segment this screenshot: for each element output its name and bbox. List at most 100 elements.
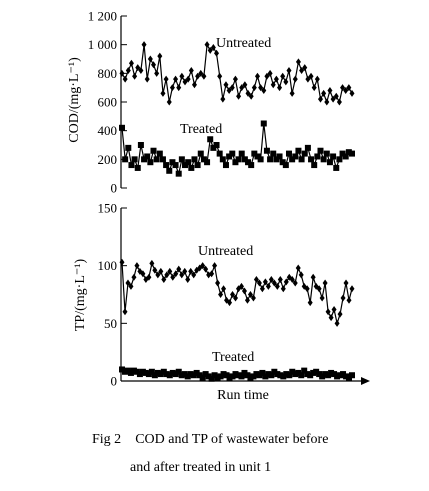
tp-untreated-point xyxy=(322,279,328,287)
cod-untreated-point xyxy=(308,72,314,80)
tp-untreated-point xyxy=(256,279,262,287)
cod-treated-point xyxy=(119,124,125,131)
cod-y-tick-label: 1 200 xyxy=(88,9,117,24)
cod-untreated-point xyxy=(236,92,242,100)
cod-treated-point xyxy=(125,144,132,151)
cod-untreated-point xyxy=(122,75,128,83)
tp-untreated-point xyxy=(262,278,268,286)
cod-treated-point xyxy=(251,150,258,157)
cod-untreated-point xyxy=(223,81,229,89)
cod-untreated-point xyxy=(176,84,182,92)
tp-untreated-point xyxy=(319,294,325,302)
cod-untreated-point xyxy=(305,75,311,83)
cod-untreated-point xyxy=(324,98,330,106)
tp-untreated-point xyxy=(259,285,265,293)
cod-treated-point xyxy=(270,150,277,157)
cod-treated-point xyxy=(267,156,274,163)
tp-treated-point xyxy=(175,368,182,375)
cod-treated-point xyxy=(166,167,173,174)
cod-untreated-point xyxy=(141,41,147,49)
tp-treated-series xyxy=(119,366,355,382)
cod-untreated-point xyxy=(179,72,185,80)
tp-untreated-point xyxy=(328,314,334,322)
cod-untreated-point xyxy=(314,75,320,83)
cod-untreated-point xyxy=(220,95,226,103)
cod-treated-point xyxy=(197,150,204,157)
cod-untreated-point xyxy=(132,72,138,80)
cod-treated-point xyxy=(238,150,245,157)
tp-untreated-point xyxy=(283,278,289,286)
cod-untreated-point xyxy=(198,69,204,77)
cod-untreated-point xyxy=(267,69,273,77)
tp-untreated-point xyxy=(295,264,301,272)
cod-treated-point xyxy=(304,144,311,151)
cod-treated-point xyxy=(222,162,229,169)
tp-untreated-point xyxy=(274,282,280,290)
tp-untreated-point xyxy=(134,262,140,270)
tp-untreated-point xyxy=(140,270,146,278)
cod-treated-point xyxy=(248,162,255,169)
cod-untreated-point xyxy=(185,75,191,83)
cod-treated-point xyxy=(330,153,337,160)
cod-untreated-point xyxy=(154,69,160,77)
tp-untreated-point xyxy=(221,285,227,293)
cod-treated-point xyxy=(200,156,207,163)
tp-untreated-point xyxy=(173,270,179,278)
tp-untreated-point xyxy=(233,294,239,302)
cod-untreated-point xyxy=(191,81,197,89)
cod-treated-point xyxy=(257,156,264,163)
cod-treated-point xyxy=(279,159,286,166)
cod-treated-point xyxy=(141,156,148,163)
cod-treated-point xyxy=(156,150,163,157)
tp-untreated-point xyxy=(265,282,271,290)
tp-untreated-point xyxy=(167,267,173,275)
figure-number: Fig 2 xyxy=(92,432,122,447)
cod-untreated-point xyxy=(128,59,134,67)
tp-untreated-point xyxy=(125,279,131,287)
cod-untreated-point xyxy=(264,72,270,80)
tp-untreated-point xyxy=(247,291,253,298)
cod-treated-point xyxy=(207,136,214,143)
tp-untreated-point xyxy=(316,285,322,293)
cod-untreated-point xyxy=(248,92,254,100)
cod-treated-point xyxy=(159,156,166,163)
figure-canvas: 0 200 400 600 800 1 000 1 200 COD/(mg·L⁻¹) Unt… xyxy=(67,9,370,403)
tp-untreated-point xyxy=(164,271,170,279)
cod-untreated-point xyxy=(242,81,248,89)
tp-untreated-point xyxy=(298,271,304,279)
tp-y-ticks: 0 50 100 150 xyxy=(98,201,127,389)
cod-untreated-point xyxy=(125,66,131,74)
cod-treated-point xyxy=(191,156,198,163)
cod-treated-point xyxy=(339,150,346,157)
tp-untreated-point xyxy=(230,291,236,298)
cod-treated-point xyxy=(342,153,349,160)
x-axis-arrow-icon xyxy=(361,377,370,385)
tp-treated-point xyxy=(286,372,293,379)
cod-untreated-point xyxy=(157,52,163,60)
tp-untreated-point xyxy=(325,308,331,316)
tp-untreated-point xyxy=(161,276,167,284)
cod-untreated-point xyxy=(251,84,257,92)
cod-treated-point xyxy=(147,159,154,166)
cod-treated-point xyxy=(128,162,135,169)
cod-untreated-point xyxy=(226,87,232,95)
cod-y-tick-label: 400 xyxy=(98,123,118,138)
cod-y-ticks: 0 200 400 600 800 1 000 1 200 xyxy=(88,9,127,196)
cod-untreated-point xyxy=(311,84,317,92)
cod-untreated-point xyxy=(346,84,352,92)
cod-untreated-point xyxy=(182,78,188,86)
tp-treated-point xyxy=(148,368,155,375)
cod-treated-point xyxy=(254,153,261,160)
cod-treated-point xyxy=(175,170,182,177)
cod-untreated-point xyxy=(210,44,216,52)
cod-untreated-point xyxy=(349,89,355,97)
cod-treated-point xyxy=(301,150,308,157)
cod-untreated-point xyxy=(163,75,169,83)
cod-untreated-series xyxy=(119,41,355,106)
cod-treated-point xyxy=(188,164,195,171)
cod-treated-point xyxy=(134,164,141,171)
tp-untreated-series xyxy=(119,258,355,327)
cod-treated-point xyxy=(178,156,185,163)
tp-treated-point xyxy=(259,369,266,376)
cod-panel: 0 200 400 600 800 1 000 1 200 COD/(mg·L⁻¹) Unt… xyxy=(67,9,355,196)
